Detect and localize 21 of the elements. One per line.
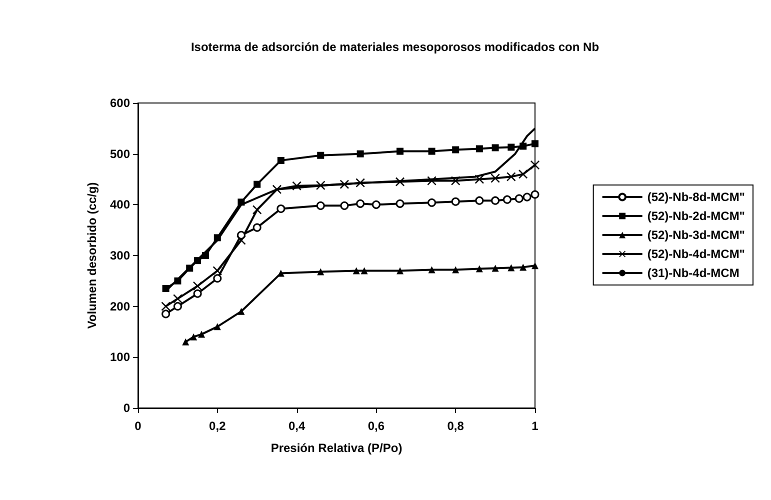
legend-label: (52)-Nb-2d-MCM" xyxy=(647,209,746,223)
legend-label: (52)-Nb-8d-MCM" xyxy=(647,190,746,204)
y-tick-label: 600 xyxy=(110,96,130,110)
chart-title: Isoterma de adsorción de materiales mesoporosos modificados con Nb xyxy=(190,40,600,54)
y-tick-label: 300 xyxy=(110,248,130,262)
legend-label: (52)-Nb-3d-MCM" xyxy=(647,228,746,242)
x-tick-label: 0,8 xyxy=(447,419,464,433)
x-tick-label: 1 xyxy=(532,419,539,433)
y-tick-label: 500 xyxy=(110,146,130,161)
y-tick-label: 200 xyxy=(110,299,130,314)
y-tick-label: 400 xyxy=(110,198,130,212)
legend-label: (52)-Nb-4d-MCM" xyxy=(647,247,746,261)
x-axis-title: Presión Relativa (P/Po) xyxy=(270,441,402,455)
y-tick-label: 0 xyxy=(123,401,130,415)
y-tick-label: 100 xyxy=(110,350,130,364)
legend-label: (31)-Nb-4d-MCM xyxy=(647,266,740,280)
x-tick-label: 0,4 xyxy=(288,419,306,433)
x-tick-label: 0 xyxy=(134,419,142,433)
x-tick-label: 0,2 xyxy=(209,419,226,433)
y-axis-title: Volumen desorbido (cc/g) xyxy=(85,182,99,329)
x-tick-label: 0,6 xyxy=(368,419,385,433)
